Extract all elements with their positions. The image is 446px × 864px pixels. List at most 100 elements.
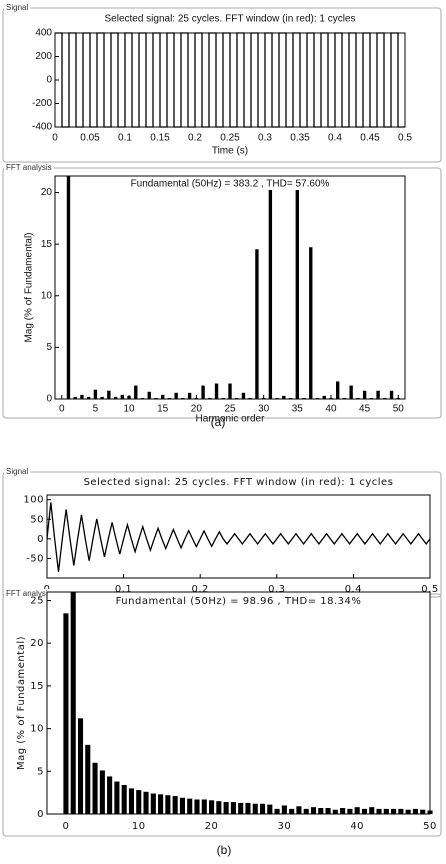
bar: [140, 397, 145, 399]
x-axis-label: Time (s): [212, 146, 248, 157]
group-label: Signal: [6, 3, 28, 12]
bar: [362, 390, 367, 399]
bar: [114, 781, 120, 814]
bar: [289, 808, 295, 814]
y-tick-label: 10: [30, 724, 44, 735]
bar: [295, 186, 299, 399]
group-label: FFT analysis: [6, 589, 52, 598]
x-tick-label: 40: [325, 404, 337, 415]
bar: [349, 385, 353, 399]
bar: [216, 801, 222, 814]
y-tick-label: 400: [35, 28, 52, 39]
plot-frame: [46, 591, 431, 815]
y-tick-label: -400: [32, 122, 52, 133]
bar: [238, 802, 244, 814]
bar: [281, 805, 287, 814]
x-tick-label: 30: [258, 404, 270, 415]
bar: [181, 397, 185, 399]
group-label: Signal: [6, 467, 28, 476]
bar: [107, 776, 113, 814]
bar: [136, 790, 142, 814]
x-tick-label: 20: [205, 821, 219, 832]
y-tick-label: 15: [41, 239, 53, 250]
x-tick-label: 30: [278, 821, 292, 832]
x-tick-label: 0.5: [398, 133, 412, 144]
y-tick-label: 100: [23, 495, 44, 506]
x-tick-label: 0: [52, 133, 58, 144]
bar: [252, 803, 258, 814]
bar: [230, 802, 236, 814]
bar: [80, 394, 84, 399]
y-tick-label: 0: [37, 534, 44, 545]
x-tick-label: 0: [62, 821, 69, 832]
bar: [322, 395, 326, 399]
bar: [194, 799, 200, 814]
bar: [268, 186, 273, 399]
bar: [201, 799, 207, 814]
bar: [376, 390, 380, 399]
bar: [107, 390, 111, 399]
bar: [214, 383, 219, 399]
bar: [228, 383, 232, 399]
title-bg: [113, 595, 364, 607]
bar: [154, 397, 158, 399]
bar: [315, 397, 320, 399]
x-tick-label: 5: [93, 404, 99, 415]
bar: [63, 613, 69, 814]
group-label-bg: [4, 3, 31, 13]
bar: [235, 397, 239, 399]
bar: [86, 396, 91, 399]
bar: [245, 802, 251, 814]
bar: [201, 385, 205, 399]
bar: [336, 381, 340, 399]
x-axis-label: Harmonic order: [196, 414, 266, 425]
bar: [167, 397, 172, 399]
x-tick-label: 0.2: [191, 584, 208, 595]
bar: [288, 397, 293, 399]
bar: [70, 592, 76, 814]
bar: [309, 247, 313, 399]
bar: [121, 784, 127, 814]
bar: [92, 762, 98, 814]
y-tick-label: 20: [30, 638, 44, 649]
bar: [376, 808, 382, 814]
bar: [134, 385, 138, 399]
bar: [66, 176, 71, 399]
x-tick-label: 50: [393, 404, 405, 415]
bar: [342, 397, 347, 399]
bar: [274, 808, 280, 814]
y-tick-label: 0: [37, 809, 44, 820]
bar: [369, 397, 374, 399]
bar: [325, 808, 331, 814]
x-tick-label: 0: [59, 404, 65, 415]
x-tick-label: 0.3: [268, 584, 285, 595]
x-tick-label: 0.2: [188, 133, 202, 144]
x-tick-label: 10: [132, 821, 146, 832]
x-tick-label: 0.45: [360, 133, 380, 144]
group-box: [2, 7, 442, 163]
bar: [310, 807, 317, 814]
x-tick-label: 0.1: [115, 584, 132, 595]
bar: [187, 798, 193, 814]
group-label: FFT analysis: [6, 163, 52, 172]
bar: [208, 397, 212, 399]
y-tick-label: 25: [30, 596, 44, 607]
x-tick-label: 0.5: [421, 584, 438, 595]
x-tick-label: 20: [191, 404, 203, 415]
bar: [296, 806, 302, 814]
bar: [369, 807, 375, 814]
y-tick-label: 15: [30, 681, 44, 692]
bar: [85, 744, 91, 814]
bar: [147, 391, 151, 399]
bar: [420, 809, 426, 814]
x-tick-label: 0.05: [80, 133, 100, 144]
bar: [99, 770, 105, 814]
bar: [383, 397, 387, 399]
x-tick-label: 0.25: [220, 133, 240, 144]
bar: [187, 392, 192, 399]
y-tick-label: 20: [41, 187, 53, 198]
y-axis-label: Mag (% of Fundamental): [16, 636, 27, 770]
bar: [340, 808, 346, 814]
bar: [267, 804, 273, 814]
